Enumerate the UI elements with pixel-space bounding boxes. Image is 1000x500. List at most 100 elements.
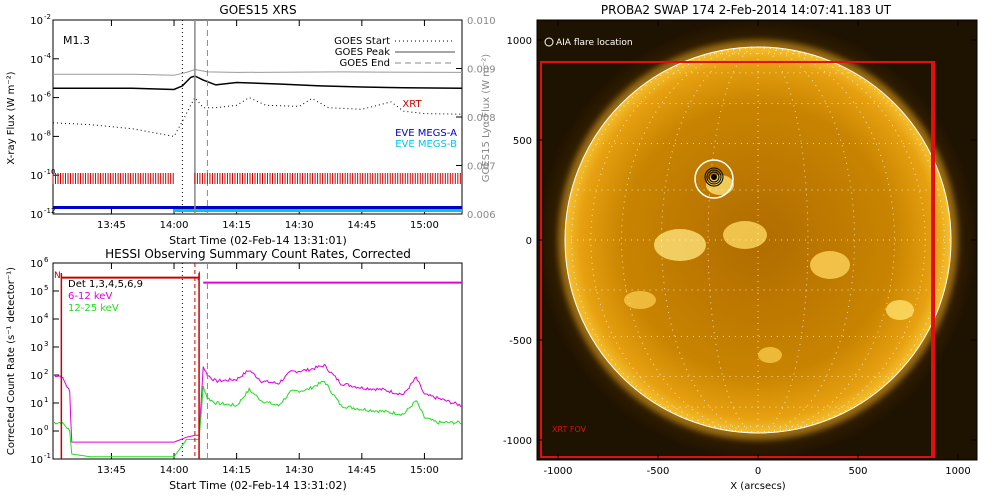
xrt-label: XRT xyxy=(402,99,422,110)
flare-contour xyxy=(706,169,722,185)
goes-legend: GOES Start GOES Peak GOES End xyxy=(334,36,455,69)
swap-panel: PROBA2 SWAP 174 2-Feb-2014 14:07:41.183 … xyxy=(503,3,978,492)
y-tick-label: 10 xyxy=(30,455,43,466)
eve-a-label: EVE MEGS-A xyxy=(395,128,457,139)
hessi-x-axis-label: Start Time (02-Feb-14 13:31:02) xyxy=(169,479,347,492)
hessi-n-flag: N xyxy=(54,271,61,281)
x-tick-label: 13:45 xyxy=(97,465,126,476)
legend-goes-peak: GOES Peak xyxy=(335,47,390,58)
solar-limb xyxy=(564,46,952,434)
xrt-fov-edge xyxy=(931,62,935,457)
y-tick-label: 10 xyxy=(30,427,43,438)
aia-flare-marker xyxy=(694,159,734,199)
active-region xyxy=(706,175,734,195)
y-tick-exponent: 6 xyxy=(44,256,49,264)
y-tick-exponent: -2 xyxy=(44,13,51,21)
x-tick-label: 14:00 xyxy=(160,220,189,231)
y-tick-exponent: 2 xyxy=(44,368,48,376)
longitude-line xyxy=(571,46,759,434)
x-tick-label: 14:30 xyxy=(285,465,314,476)
x-tick-label: -1000 xyxy=(543,466,572,477)
y2-tick-label: 0.007 xyxy=(467,162,496,173)
x-tick-label: 15:00 xyxy=(410,220,439,231)
y-tick-exponent: -12 xyxy=(44,207,55,215)
hessi-j-flag: J xyxy=(197,271,201,281)
y-tick-exponent: -10 xyxy=(44,168,55,176)
goes-markers xyxy=(181,20,208,214)
y2-tick-label: 0.006 xyxy=(467,210,496,221)
hessi-title: HESSI Observing Summary Count Rates, Cor… xyxy=(105,247,411,261)
eve-b-label: EVE MEGS-B xyxy=(395,139,457,150)
y-tick-exponent: 4 xyxy=(44,312,49,320)
swap-title: PROBA2 SWAP 174 2-Feb-2014 14:07:41.183 … xyxy=(601,3,892,17)
xrt-fov-label: XRT FOV xyxy=(552,425,587,434)
hessi-panel: HESSI Observing Summary Count Rates, Cor… xyxy=(6,247,463,492)
swap-x-axis-label: X (arcsecs) xyxy=(730,481,786,492)
hessi-series xyxy=(52,276,463,458)
x-tick-label: 1000 xyxy=(945,466,970,477)
y-tick-exponent: -1 xyxy=(44,452,51,460)
lya-flux-line xyxy=(53,68,463,76)
y-tick-label: -500 xyxy=(509,336,532,347)
y-tick-label: 10 xyxy=(30,315,43,326)
y-tick-exponent: 1 xyxy=(44,396,48,404)
y-tick-label: 10 xyxy=(30,259,43,270)
active-region xyxy=(624,291,656,309)
hessi-x-ticks: 13:45 14:00 14:15 14:30 14:45 15:00 xyxy=(97,263,439,476)
goes-long-line xyxy=(53,75,463,91)
goes-y2-ticks: 0.010 0.009 0.008 0.007 0.006 xyxy=(456,16,496,221)
x-tick-label: 14:30 xyxy=(285,220,314,231)
y-tick-exponent: 3 xyxy=(44,340,48,348)
y2-tick-label: 0.010 xyxy=(467,16,496,27)
heliographic-grid xyxy=(565,46,951,434)
eve-megs-b-coverage xyxy=(174,209,462,212)
aia-legend-icon xyxy=(544,37,554,47)
y-tick-label: 10 xyxy=(30,171,43,182)
flare-contour xyxy=(711,174,717,180)
y-tick-label: 500 xyxy=(513,136,532,147)
hessi-band2-label: 12-25 keV xyxy=(68,303,119,314)
x-tick-label: 14:15 xyxy=(222,220,251,231)
y-tick-exponent: 0 xyxy=(44,424,48,432)
active-region xyxy=(723,221,767,249)
hessi-12-25kev-line xyxy=(52,380,463,458)
hessi-6-12kev-line xyxy=(53,363,463,443)
y-tick-exponent: -6 xyxy=(44,91,52,99)
longitude-line xyxy=(757,46,945,434)
x-tick-label: 14:45 xyxy=(347,220,376,231)
goes-y-axis-label: X-ray Flux (W m⁻²) xyxy=(6,71,17,164)
y-tick-exponent: -4 xyxy=(44,52,52,60)
y-tick-label: 10 xyxy=(30,371,43,382)
hessi-plot-frame xyxy=(52,262,463,460)
swap-y-ticks: 1000 500 0 -500 -1000 xyxy=(503,36,977,447)
y-tick-label: -1000 xyxy=(503,436,532,447)
active-region xyxy=(758,347,782,363)
hessi-band1-label: 6-12 keV xyxy=(68,291,112,302)
eve-megs-a-coverage xyxy=(53,206,462,209)
y-tick-exponent: 5 xyxy=(44,284,48,292)
y-tick-label: 10 xyxy=(30,343,43,354)
xrt-coverage xyxy=(52,173,461,184)
x-tick-label: 500 xyxy=(848,466,867,477)
active-region xyxy=(886,300,914,320)
x-tick-label: -500 xyxy=(647,466,670,477)
legend-goes-start: GOES Start xyxy=(334,36,390,47)
swap-x-ticks: -1000 -500 0 500 1000 xyxy=(543,20,971,477)
hessi-y-axis-label: Corrected Count Rate (s⁻¹ detector⁻¹) xyxy=(6,267,17,455)
flare-contour xyxy=(704,167,724,187)
hessi-det-label: Det 1,3,4,5,6,9 xyxy=(68,279,143,290)
goes-short-line xyxy=(52,96,463,137)
y2-tick-label: 0.008 xyxy=(467,113,496,124)
x-tick-label: 13:45 xyxy=(97,220,126,231)
y2-tick-label: 0.009 xyxy=(467,65,496,76)
y-tick-label: 10 xyxy=(30,16,43,27)
active-region xyxy=(654,229,706,261)
x-tick-label: 14:00 xyxy=(160,465,189,476)
x-tick-label: 14:45 xyxy=(347,465,376,476)
goes-plot-frame xyxy=(52,19,463,215)
flare-class-label: M1.3 xyxy=(63,34,90,47)
x-tick-label: 14:15 xyxy=(222,465,251,476)
